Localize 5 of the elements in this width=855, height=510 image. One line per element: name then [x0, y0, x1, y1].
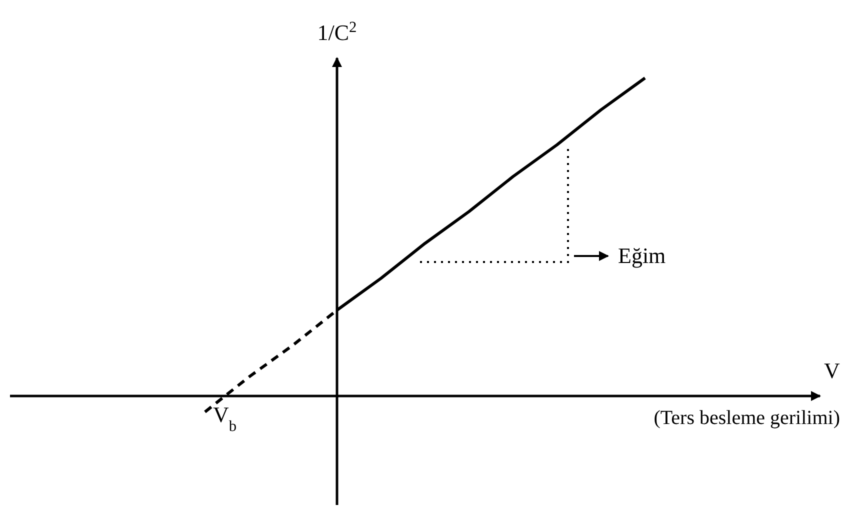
- annotation: Eğim: [618, 243, 666, 268]
- annotation: (Ters besleme gerilimi): [654, 407, 840, 429]
- text: V: [824, 358, 840, 383]
- annotation: V$_{b}$: [213, 402, 237, 434]
- y-axis-title: 1/C$^{2}$: [317, 18, 357, 45]
